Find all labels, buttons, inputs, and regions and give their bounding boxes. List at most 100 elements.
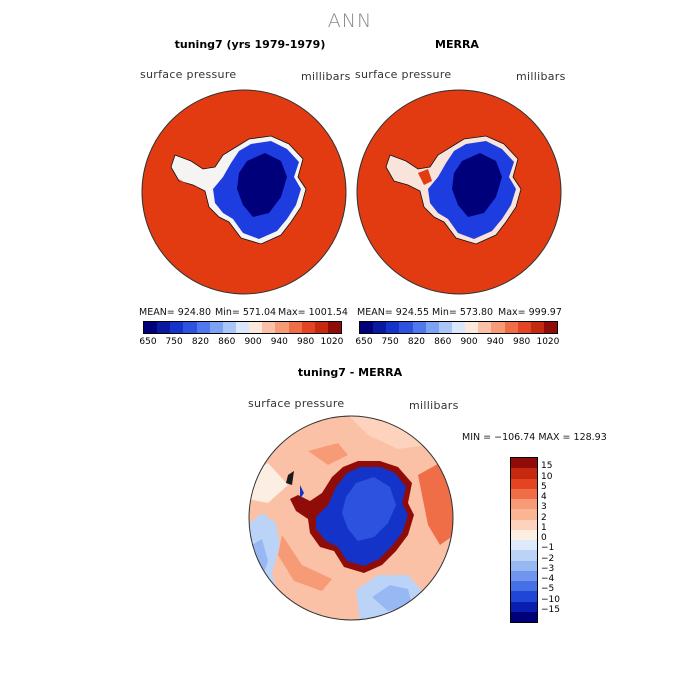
diff-colorbar-tick-label: 0 xyxy=(541,533,547,543)
colorbar-swatch xyxy=(170,322,184,333)
panel1-title: tuning7 (yrs 1979-1979) xyxy=(174,38,326,51)
diff-colorbar-tick-label: −2 xyxy=(541,553,555,564)
colorbar-tick-label: 940 xyxy=(270,337,288,347)
colorbar-tick-label: 650 xyxy=(355,337,373,347)
colorbar-swatch xyxy=(144,322,158,333)
colorbar-swatch xyxy=(438,322,452,333)
colorbar-swatch xyxy=(288,322,302,333)
panel2-mean: MEAN= 924.55 xyxy=(357,307,430,318)
colorbar-swatch xyxy=(373,322,387,333)
panel1-colorbar-ticks: 650 750 820 860 900 940 980 1020 xyxy=(135,337,345,347)
colorbar-tick-label: 1020 xyxy=(320,337,344,347)
colorbar-swatch xyxy=(360,322,374,333)
panel1-variable-label: surface pressure xyxy=(140,68,237,81)
diff-minmax: MIN = −106.74 MAX = 128.93 xyxy=(462,432,607,443)
colorbar-tick-label: 820 xyxy=(407,337,426,347)
diff-colorbar-tick-label: 1 xyxy=(541,522,547,533)
colorbar-tick-label: 750 xyxy=(165,337,183,347)
colorbar-swatch xyxy=(301,322,315,333)
colorbar-swatch xyxy=(249,322,263,333)
colorbar-swatch xyxy=(491,322,505,333)
colorbar-tick-label: 860 xyxy=(218,337,236,347)
diff-colorbar-swatch xyxy=(511,540,537,551)
diff-colorbar-swatch xyxy=(511,468,537,479)
diff-colorbar-tick-label: −3 xyxy=(541,563,555,574)
colorbar-tick-label: 1020 xyxy=(536,337,560,347)
diff-colorbar-swatch xyxy=(511,570,537,581)
panel2-map xyxy=(356,89,562,295)
colorbar-tick-label: 900 xyxy=(244,337,262,347)
colorbar-tick-label: 650 xyxy=(139,337,157,347)
colorbar-swatch xyxy=(412,322,426,333)
colorbar-swatch xyxy=(196,322,210,333)
colorbar-tick-label: 860 xyxy=(434,337,452,347)
colorbar-swatch xyxy=(465,322,479,333)
colorbar-swatch xyxy=(543,322,558,333)
colorbar-swatch xyxy=(209,322,223,333)
colorbar-tick-label: 750 xyxy=(381,337,399,347)
diff-colorbar-swatch xyxy=(511,529,537,540)
diff-colorbar-tick-label: −1 xyxy=(541,543,555,554)
panel1-min: Min= 571.04 xyxy=(215,307,277,318)
diff-colorbar-swatch xyxy=(511,611,537,622)
colorbar-swatch xyxy=(530,322,544,333)
diff-colorbar-tick-label: 15 xyxy=(541,461,553,472)
colorbar-swatch xyxy=(235,322,250,333)
diff-colorbar-tick-label: 5 xyxy=(541,481,547,492)
diff-colorbar-tick-label: 10 xyxy=(541,471,553,482)
diff-colorbar-swatch xyxy=(511,550,537,561)
colorbar-swatch xyxy=(183,322,197,333)
panel1-units-label: millibars xyxy=(301,70,351,83)
colorbar-tick-label: 820 xyxy=(191,337,210,347)
colorbar-swatch xyxy=(157,322,171,333)
panel2-variable-label: surface pressure xyxy=(355,68,452,81)
panel2-colorbar xyxy=(359,321,558,334)
panel2-max: Max= 999.97 xyxy=(498,307,562,318)
colorbar-tick-label: 900 xyxy=(460,337,478,347)
diff-variable-label: surface pressure xyxy=(248,397,345,410)
panel1-map xyxy=(141,89,347,295)
colorbar-swatch xyxy=(517,322,531,333)
colorbar-tick-label: 980 xyxy=(297,337,315,347)
panel1-colorbar xyxy=(143,321,342,334)
diff-colorbar-tick-label: −15 xyxy=(541,604,560,615)
diff-colorbar-swatch xyxy=(511,519,537,530)
panel2-min: Min= 573.80 xyxy=(432,307,494,318)
diff-colorbar-swatch xyxy=(511,499,537,510)
diff-colorbar-ticks: 15 10 5 4 3 2 1 0 −1 −2 −3 −4 −5 −10 −15 xyxy=(541,457,581,621)
colorbar-swatch xyxy=(222,322,236,333)
diff-colorbar-tick-label: −10 xyxy=(541,594,560,605)
diff-colorbar xyxy=(510,457,538,623)
diff-colorbar-tick-label: −5 xyxy=(541,584,555,595)
colorbar-swatch xyxy=(386,322,400,333)
panel2-title: MERRA xyxy=(435,38,479,51)
diff-colorbar-swatch xyxy=(511,591,537,602)
colorbar-tick-label: 980 xyxy=(513,337,531,347)
diff-colorbar-swatch xyxy=(511,488,537,499)
colorbar-swatch xyxy=(327,322,342,333)
diff-colorbar-swatch xyxy=(511,560,537,571)
colorbar-tick-label: 940 xyxy=(486,337,504,347)
diff-colorbar-swatch xyxy=(511,509,537,520)
colorbar-swatch xyxy=(478,322,492,333)
colorbar-swatch xyxy=(399,322,413,333)
diff-colorbar-swatch xyxy=(511,458,537,469)
colorbar-swatch xyxy=(425,322,439,333)
panel1-max: Max= 1001.54 xyxy=(278,307,348,318)
diff-colorbar-tick-label: 4 xyxy=(541,492,547,502)
diff-title: tuning7 - MERRA xyxy=(297,366,403,379)
diff-colorbar-swatch xyxy=(511,601,537,612)
diff-colorbar-tick-label: 3 xyxy=(541,502,547,513)
panel2-units-label: millibars xyxy=(516,70,566,83)
diff-colorbar-swatch xyxy=(511,581,537,592)
figure-title: ANN xyxy=(327,10,373,32)
colorbar-swatch xyxy=(504,322,518,333)
diff-colorbar-tick-label: −4 xyxy=(541,574,555,584)
panel1-mean: MEAN= 924.80 xyxy=(139,307,212,318)
diff-units-label: millibars xyxy=(409,399,459,412)
colorbar-swatch xyxy=(275,322,289,333)
colorbar-swatch xyxy=(262,322,276,333)
diff-map xyxy=(248,415,454,621)
diff-colorbar-swatch xyxy=(511,478,537,489)
diff-colorbar-tick-label: 2 xyxy=(541,512,547,523)
